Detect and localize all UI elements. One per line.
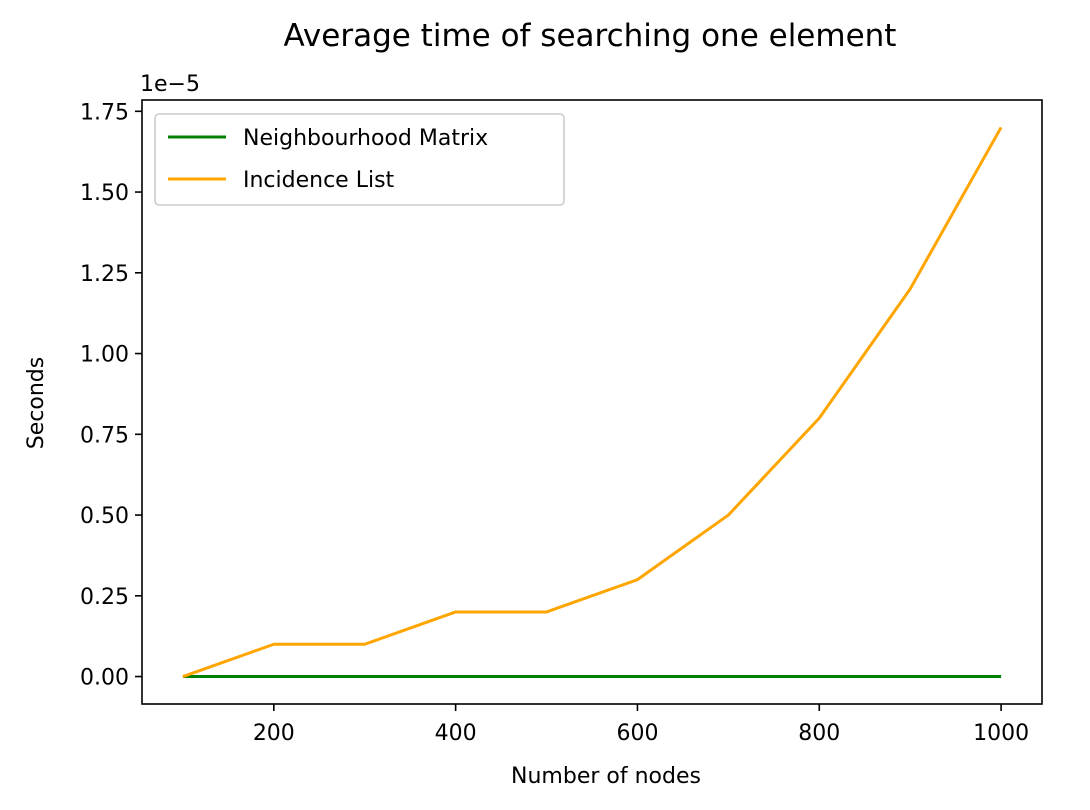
x-tick-label: 1000 xyxy=(973,721,1029,746)
legend-label-neighbourhood-matrix: Neighbourhood Matrix xyxy=(243,126,488,151)
y-tick-label: 1.25 xyxy=(80,262,129,287)
x-tick-label: 200 xyxy=(253,721,295,746)
series-line-incidence-list xyxy=(182,126,1003,678)
chart-title: Average time of searching one element xyxy=(284,18,897,54)
x-axis: 200 400 600 800 1000 xyxy=(253,704,1029,746)
x-tick-label: 600 xyxy=(616,721,658,746)
y-tick-label: 0.50 xyxy=(80,504,129,529)
plot-frame xyxy=(141,99,1043,705)
y-tick-label: 0.00 xyxy=(80,666,129,691)
y-tick-label: 1.00 xyxy=(80,343,129,368)
legend-label-incidence-list: Incidence List xyxy=(243,168,395,193)
y-offset-label: 1e−5 xyxy=(140,72,200,97)
y-axis: 0.00 0.25 0.50 0.75 1.00 1.25 1.50 1.75 xyxy=(80,100,142,691)
y-tick-label: 0.75 xyxy=(80,423,129,448)
x-tick-label: 400 xyxy=(435,721,477,746)
legend: Neighbourhood Matrix Incidence List xyxy=(154,113,565,206)
y-tick-label: 0.25 xyxy=(80,585,129,610)
y-tick-label: 1.75 xyxy=(80,100,129,125)
x-axis-label: Number of nodes xyxy=(511,764,701,789)
x-tick-label: 800 xyxy=(798,721,840,746)
plot-area xyxy=(141,99,1043,705)
y-tick-label: 1.50 xyxy=(80,181,129,206)
legend-box xyxy=(154,113,565,206)
y-axis-label: Seconds xyxy=(24,357,49,449)
series-layer xyxy=(182,126,1003,679)
